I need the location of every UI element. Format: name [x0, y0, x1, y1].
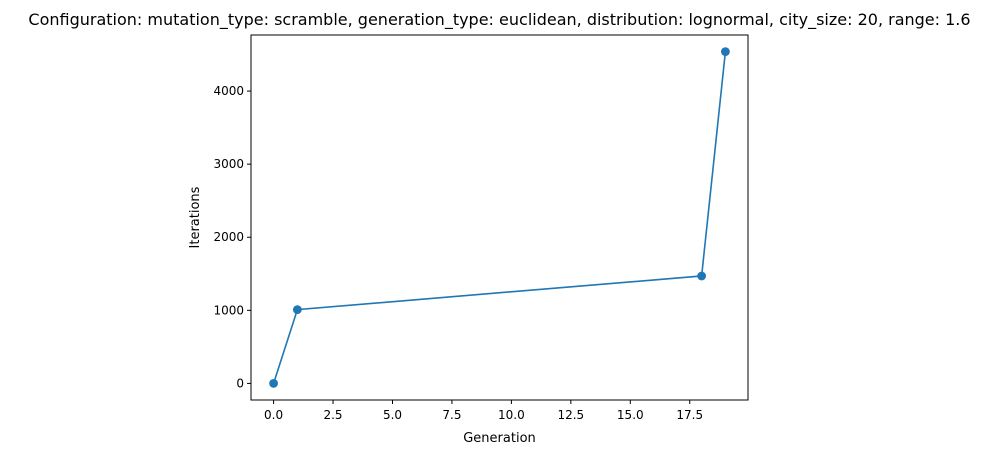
chart-title: Configuration: mutation_type: scramble, …	[28, 10, 970, 30]
y-tick-label: 0	[236, 376, 244, 390]
x-tick-label: 0.0	[264, 408, 283, 422]
plot-area: 0.0 2.5 5.0 7.5 10.0 12.5 15.0 17.5 0 1000 2000 300…	[213, 34, 749, 422]
y-tick-label: 4000	[213, 84, 244, 98]
x-axis-label: Generation	[463, 431, 536, 446]
x-tick-label: 17.5	[676, 408, 703, 422]
y-tick-label: 1000	[213, 303, 244, 317]
y-tick-label: 2000	[213, 230, 244, 244]
data-point	[292, 305, 302, 314]
plot-frame	[250, 34, 749, 401]
data-point	[721, 47, 730, 56]
data-point	[697, 271, 707, 281]
x-tick-label: 10.0	[498, 408, 525, 422]
x-tick-label: 7.5	[442, 408, 461, 422]
y-tick-label: 3000	[213, 157, 244, 171]
x-tick-label: 12.5	[557, 408, 584, 422]
x-tick-label: 5.0	[383, 408, 402, 422]
y-axis-label: Iterations	[188, 186, 203, 248]
x-tick-label: 2.5	[323, 408, 342, 422]
data-point	[269, 379, 278, 388]
x-tick-label: 15.0	[617, 408, 644, 422]
series-line	[272, 51, 727, 384]
